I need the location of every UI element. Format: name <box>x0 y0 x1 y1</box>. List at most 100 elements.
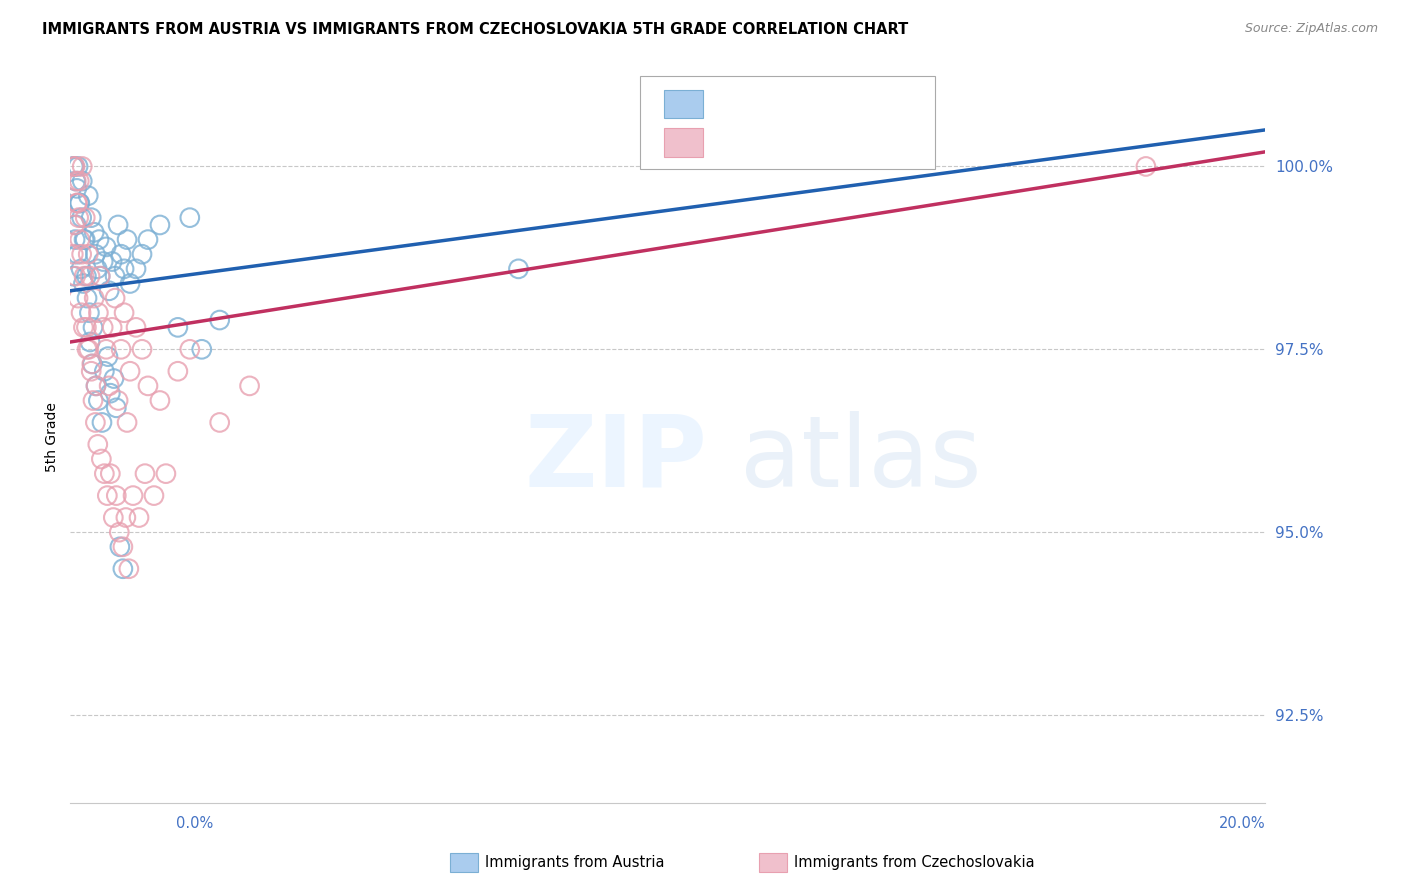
Point <box>239 379 262 393</box>
Point <box>115 416 138 430</box>
Point <box>84 379 107 393</box>
Point <box>75 320 97 334</box>
Point <box>87 437 110 451</box>
Point <box>128 510 150 524</box>
Text: Source: ZipAtlas.com: Source: ZipAtlas.com <box>1244 22 1378 36</box>
Point <box>72 277 94 291</box>
Point <box>66 196 89 211</box>
Point <box>87 306 110 320</box>
Point <box>98 386 121 401</box>
Point <box>105 401 128 415</box>
Point <box>70 306 93 320</box>
Point <box>122 489 145 503</box>
Point <box>67 160 90 174</box>
Text: 0.0%: 0.0% <box>176 816 212 831</box>
Point <box>79 334 101 349</box>
Point <box>101 254 124 268</box>
Point <box>97 350 120 364</box>
Point <box>62 160 84 174</box>
Point <box>83 291 105 305</box>
Point <box>125 261 148 276</box>
Point <box>91 320 114 334</box>
Point <box>70 261 93 276</box>
Point <box>179 343 201 357</box>
Point <box>87 393 110 408</box>
Point <box>63 160 86 174</box>
Text: IMMIGRANTS FROM AUSTRIA VS IMMIGRANTS FROM CZECHOSLOVAKIA 5TH GRADE CORRELATION : IMMIGRANTS FROM AUSTRIA VS IMMIGRANTS FR… <box>42 22 908 37</box>
Point <box>508 261 530 276</box>
Point <box>89 269 111 284</box>
Point <box>73 233 96 247</box>
Point <box>98 467 121 481</box>
Point <box>108 525 131 540</box>
Point <box>107 218 129 232</box>
Point <box>67 291 90 305</box>
Point <box>80 364 103 378</box>
Point <box>62 247 84 261</box>
Point <box>110 343 132 357</box>
Point <box>93 467 115 481</box>
Point <box>93 364 115 378</box>
Point <box>65 174 87 188</box>
Point <box>82 320 104 334</box>
Point <box>63 160 86 174</box>
Point <box>131 343 153 357</box>
Point <box>136 233 159 247</box>
Point <box>63 218 86 232</box>
Point <box>67 211 90 225</box>
Point <box>69 233 91 247</box>
Point <box>91 254 114 268</box>
Point <box>111 540 134 554</box>
Point <box>98 379 121 393</box>
Point <box>63 233 86 247</box>
Point <box>84 247 107 261</box>
Point <box>98 284 121 298</box>
Point <box>62 269 84 284</box>
Point <box>107 393 129 408</box>
Point <box>179 211 201 225</box>
Text: R = 0.442   N = 66: R = 0.442 N = 66 <box>714 133 872 151</box>
Point <box>84 379 107 393</box>
Point <box>82 393 104 408</box>
Point <box>167 364 190 378</box>
Point <box>96 489 118 503</box>
Point <box>167 320 190 334</box>
Point <box>149 393 172 408</box>
Point <box>90 452 112 467</box>
Point <box>149 218 172 232</box>
Point <box>70 160 93 174</box>
Point <box>1135 160 1157 174</box>
Point <box>105 489 128 503</box>
Point <box>143 489 166 503</box>
Point <box>101 320 124 334</box>
Point <box>136 379 159 393</box>
Point <box>77 343 100 357</box>
Point <box>72 320 94 334</box>
Point <box>89 269 111 284</box>
Point <box>66 181 89 195</box>
Point <box>87 233 110 247</box>
Point <box>70 247 93 261</box>
Point <box>103 371 125 385</box>
Point <box>67 174 90 188</box>
Point <box>73 269 96 284</box>
Point <box>80 357 103 371</box>
Point <box>208 416 231 430</box>
Point <box>96 240 117 254</box>
Point <box>84 416 107 430</box>
Point <box>77 247 100 261</box>
Point <box>67 196 90 211</box>
Text: Immigrants from Czechoslovakia: Immigrants from Czechoslovakia <box>794 855 1035 870</box>
Text: Immigrants from Austria: Immigrants from Austria <box>485 855 665 870</box>
Point <box>115 233 138 247</box>
Point <box>120 364 141 378</box>
Point <box>108 540 131 554</box>
Point <box>65 218 87 232</box>
Point <box>118 562 141 576</box>
Point <box>82 357 104 371</box>
Point <box>63 160 86 174</box>
Point <box>111 562 134 576</box>
Point <box>79 269 101 284</box>
Point <box>70 211 93 225</box>
Point <box>70 174 93 188</box>
